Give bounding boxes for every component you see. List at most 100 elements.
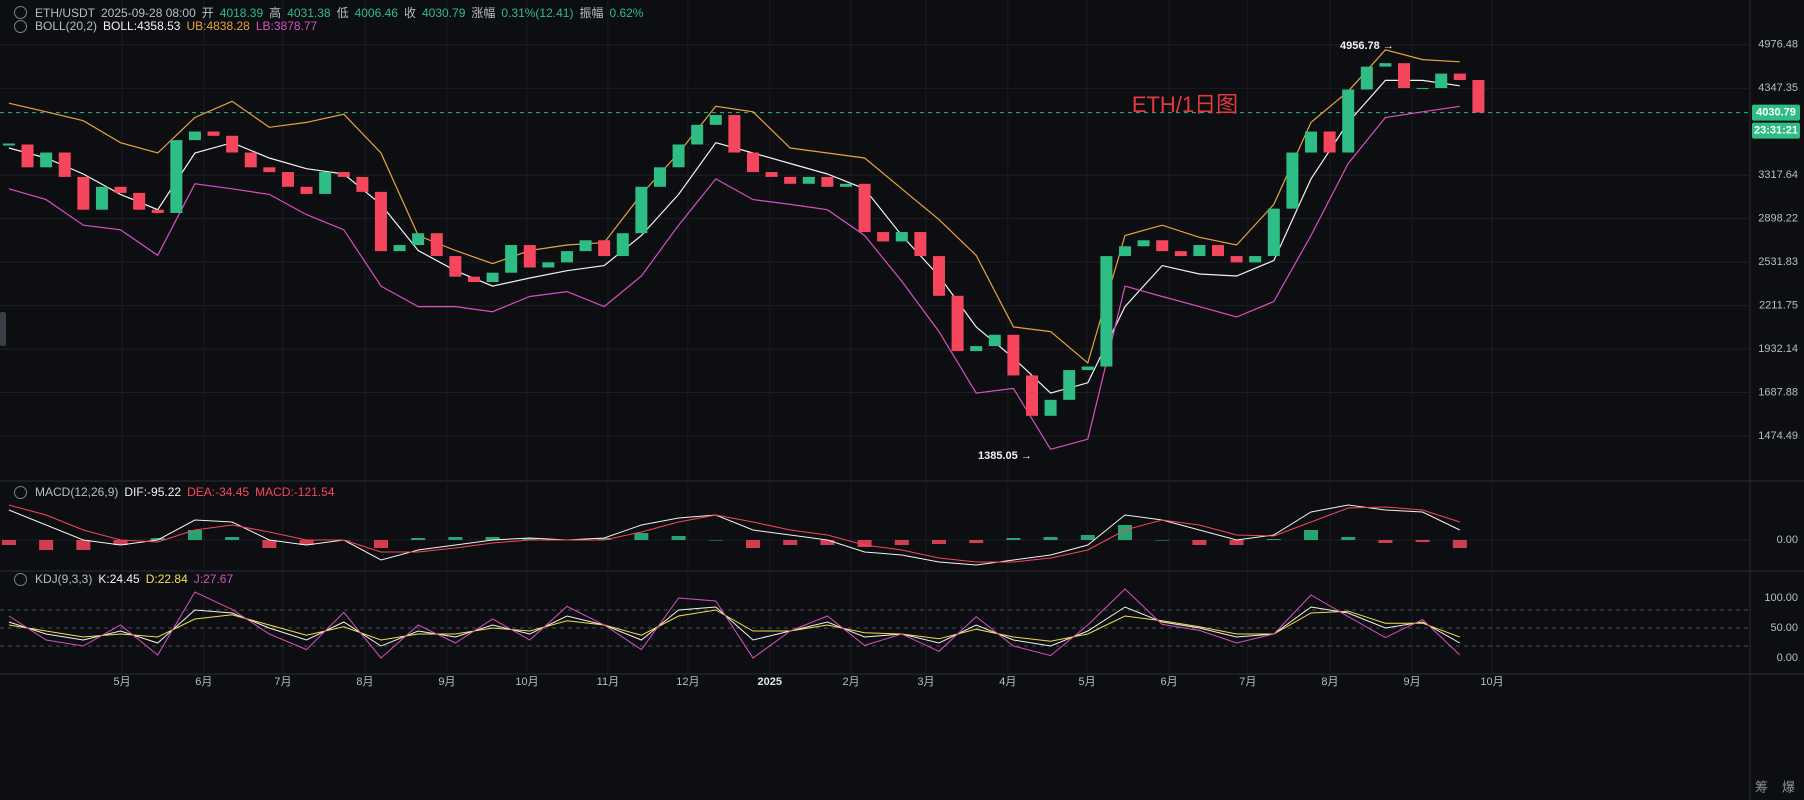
side-tab[interactable] bbox=[0, 312, 6, 346]
candle bbox=[263, 167, 276, 173]
candle bbox=[1174, 251, 1187, 257]
x-tick-label: 5月 bbox=[113, 676, 130, 688]
macd-bar bbox=[1, 540, 16, 545]
x-tick-label: 6月 bbox=[195, 676, 212, 688]
y-tick-label: 4976.48 bbox=[1758, 39, 1798, 51]
candle bbox=[1044, 399, 1057, 416]
candle bbox=[598, 240, 611, 257]
collapse-icon[interactable] bbox=[14, 19, 27, 33]
macd-bar bbox=[1378, 540, 1393, 543]
y-tick-label: 2211.75 bbox=[1759, 300, 1798, 312]
candle bbox=[616, 233, 629, 257]
candle bbox=[672, 144, 685, 168]
macd-bar bbox=[708, 540, 723, 541]
candle bbox=[170, 140, 183, 213]
candle bbox=[1342, 89, 1355, 153]
macd-bar bbox=[1341, 537, 1356, 540]
header-field: 高 bbox=[269, 6, 282, 20]
macd-bar bbox=[1415, 540, 1430, 542]
macd-bar bbox=[411, 538, 426, 540]
candle bbox=[839, 183, 852, 187]
candle bbox=[281, 172, 294, 187]
collapse-icon[interactable] bbox=[14, 6, 27, 19]
x-tick-label: 4月 bbox=[999, 676, 1016, 688]
header-field: 收 bbox=[403, 6, 416, 20]
macd-bar bbox=[299, 540, 314, 545]
candle bbox=[765, 172, 778, 177]
macd-legend: MACD(12,26,9) DIF:-95.22 DEA:-34.45 MACD:-1… bbox=[14, 485, 335, 499]
boll-legend: BOLL(20,2) BOLL:4358.53 UB:4838.28 LB:3878.… bbox=[14, 19, 317, 33]
candle bbox=[319, 172, 332, 194]
macd-bar bbox=[1043, 537, 1058, 540]
legend-entry: MACD:-121.54 bbox=[255, 485, 335, 499]
x-tick-label: 9月 bbox=[1403, 676, 1420, 688]
candle bbox=[412, 233, 425, 246]
candle bbox=[877, 232, 890, 242]
candle bbox=[1119, 246, 1131, 257]
macd-bar bbox=[1229, 540, 1244, 545]
macd-bar bbox=[597, 538, 612, 540]
x-tick-label: 7月 bbox=[274, 676, 291, 688]
header-field: ETH/USDT bbox=[35, 5, 95, 20]
x-tick-label: 6月 bbox=[1161, 676, 1178, 688]
kdj-legend: KDJ(9,3,3) K:24.45 D:22.84 J:27.67 bbox=[14, 572, 233, 586]
collapse-icon[interactable] bbox=[14, 572, 27, 586]
header-field: 4006.46 bbox=[354, 5, 398, 20]
band-line bbox=[8, 105, 1460, 450]
header-field: 4031.38 bbox=[287, 5, 331, 20]
candle bbox=[784, 176, 797, 184]
x-tick-label: 10月 bbox=[515, 676, 538, 688]
macd-bar bbox=[1155, 540, 1170, 541]
candle bbox=[523, 245, 536, 268]
price-tag-label: 4030.79 bbox=[1756, 106, 1796, 118]
y-tick-label: 100.00 bbox=[1764, 592, 1798, 604]
toolbar-item[interactable]: 筹 bbox=[1755, 779, 1768, 794]
legend-entry: D:22.84 bbox=[145, 572, 188, 586]
kdj-line bbox=[8, 606, 1461, 647]
macd-bar bbox=[820, 540, 835, 545]
candle bbox=[542, 262, 555, 268]
watermark: ETH/1日图 bbox=[1132, 92, 1238, 117]
candle bbox=[914, 232, 927, 257]
x-tick-label: 9月 bbox=[438, 676, 455, 688]
macd-bar bbox=[187, 530, 202, 540]
indicator-name: MACD(12,26,9) bbox=[35, 485, 119, 499]
toolbar-item[interactable]: 爆 bbox=[1782, 779, 1795, 794]
candle bbox=[1100, 256, 1113, 367]
candle bbox=[95, 186, 108, 210]
candle bbox=[802, 176, 815, 184]
macd-bar bbox=[373, 540, 388, 548]
x-tick-label: 12月 bbox=[676, 676, 699, 688]
candle bbox=[77, 176, 90, 210]
macd-bar bbox=[931, 540, 946, 544]
macd-bar bbox=[1192, 540, 1207, 545]
candle bbox=[244, 152, 257, 168]
legend-entry: J:27.67 bbox=[193, 572, 234, 586]
y-tick-label: 4347.35 bbox=[1758, 82, 1798, 94]
macd-bar bbox=[1080, 535, 1095, 540]
header-field: 涨幅 bbox=[471, 6, 496, 20]
kdj-line bbox=[8, 609, 1460, 642]
header-field: 4030.79 bbox=[421, 5, 466, 20]
y-tick-label: 0.00 bbox=[1777, 652, 1798, 664]
band-line bbox=[8, 49, 1460, 365]
legend-entry: K:24.45 bbox=[98, 572, 140, 586]
legend-entry: DEA:-34.45 bbox=[187, 485, 250, 499]
candle bbox=[1416, 88, 1429, 90]
macd-bar bbox=[225, 537, 240, 540]
candle bbox=[653, 167, 666, 187]
macd-bar bbox=[783, 540, 798, 545]
macd-bar bbox=[634, 533, 649, 540]
x-tick-label: 8月 bbox=[356, 676, 373, 688]
collapse-icon[interactable] bbox=[14, 485, 27, 499]
candle bbox=[467, 276, 480, 283]
macd-bar bbox=[745, 540, 760, 548]
candle bbox=[430, 233, 443, 257]
header-field: 0.62% bbox=[609, 5, 644, 20]
countdown-label: 23:31:21 bbox=[1754, 124, 1798, 136]
candle bbox=[1007, 334, 1020, 376]
candle bbox=[133, 192, 146, 210]
candle bbox=[300, 186, 313, 194]
candle bbox=[821, 176, 834, 187]
